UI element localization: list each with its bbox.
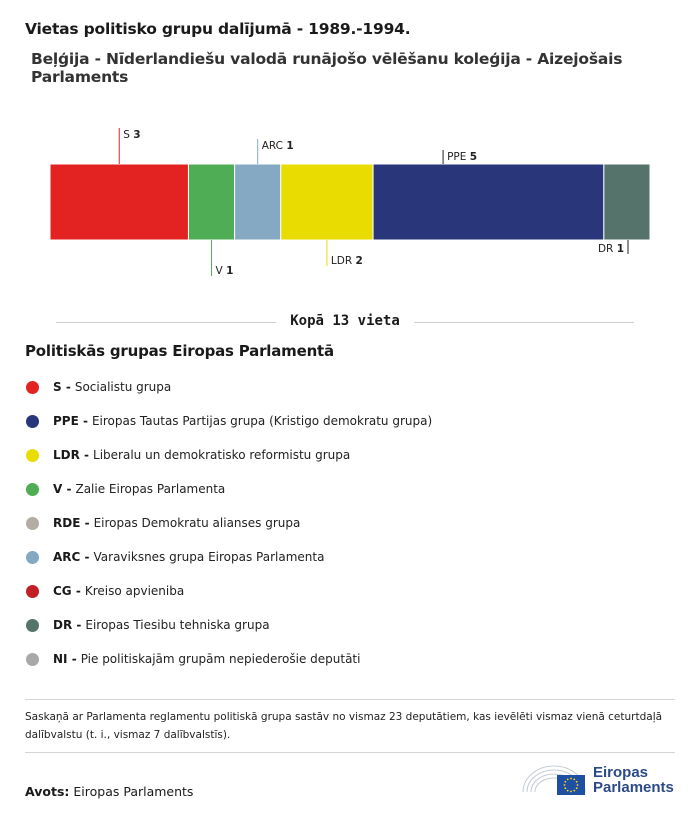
- legend-item-s: S - Socialistu grupa: [25, 370, 432, 404]
- legend-separator: -: [80, 550, 90, 564]
- bar-label-s: S 3: [123, 129, 140, 141]
- legend-separator: -: [79, 448, 90, 462]
- legend-separator: -: [67, 652, 77, 666]
- legend-dot-dr: [26, 618, 39, 632]
- legend-separator: -: [71, 584, 81, 598]
- chart-subtitle: Beļģija - Nīderlandiešu valodā runājošo …: [31, 50, 623, 86]
- legend-name-v: Zalie Eiropas Parlamenta: [75, 482, 226, 496]
- legend-dot-ldr: [26, 448, 39, 462]
- legend-name-dr: Eiropas Tiesibu tehniska grupa: [85, 618, 270, 632]
- legend-item-arc: ARC - Varaviksnes grupa Eiropas Parlament…: [25, 540, 432, 574]
- legend-code-arc: ARC: [53, 550, 81, 564]
- chart-title: Vietas politisko grupu dalījumā - 1989.-…: [25, 20, 411, 38]
- legend-code-ldr: LDR: [53, 448, 80, 462]
- bar-label-v: V 1: [216, 265, 234, 277]
- legend-name-ppe: Eiropas Tautas Partijas grupa (Kristigo …: [91, 414, 433, 428]
- seat-distribution-chart: S 3 V 1 ARC 1 LDR 2 PPE 5 DR 1: [49, 128, 651, 277]
- bar-segment-dr: [603, 163, 651, 241]
- bar-segment-v: [187, 163, 236, 241]
- legend: S - Socialistu grupa PPE - Eiropas Tautas P…: [25, 370, 432, 676]
- legend-title: Politiskās grupas Eiropas Parlamentā: [25, 342, 334, 360]
- legend-name-rde: Eiropas Demokratu alianses grupa: [93, 516, 301, 530]
- eu-flag-icon: [557, 775, 585, 795]
- bar-segment-arc: [234, 163, 282, 241]
- legend-code-ni: NI: [53, 652, 68, 666]
- legend-item-dr: DR - Eiropas Tiesibu tehniska grupa: [25, 608, 432, 642]
- legend-item-rde: RDE - Eiropas Demokratu alianses grupa: [25, 506, 432, 540]
- legend-item-ldr: LDR - Liberalu un demokratisko reformistu…: [25, 438, 432, 472]
- legend-separator: -: [80, 516, 90, 530]
- legend-name-ldr: Liberalu un demokratisko reformistu grup…: [93, 448, 351, 462]
- source-value: Eiropas Parlaments: [73, 784, 194, 799]
- footer-divider-top: [25, 699, 675, 700]
- legend-code-s: S: [53, 380, 62, 394]
- legend-dot-ni: [26, 652, 39, 666]
- total-seats-label: Kopā 13 vieta: [276, 313, 414, 329]
- source: Avots: Eiropas Parlaments: [25, 784, 193, 799]
- legend-code-v: V: [53, 482, 63, 496]
- legend-name-ni: Pie politiskajām grupām nepiederošie dep…: [80, 652, 361, 666]
- legend-code-ppe: PPE: [53, 414, 79, 428]
- bar-label-arc: ARC 1: [262, 140, 294, 152]
- legend-separator: -: [72, 618, 82, 632]
- legend-item-ppe: PPE - Eiropas Tautas Partijas grupa (Kris…: [25, 404, 432, 438]
- legend-separator: -: [62, 482, 72, 496]
- legend-item-v: V - Zalie Eiropas Parlamenta: [25, 472, 432, 506]
- legend-dot-arc: [26, 550, 39, 564]
- legend-dot-s: [26, 380, 39, 394]
- legend-dot-v: [26, 482, 39, 496]
- bar-segment-s: [49, 163, 189, 241]
- legend-code-dr: DR: [53, 618, 73, 632]
- legend-separator: -: [61, 380, 71, 394]
- legend-code-cg: CG: [53, 584, 72, 598]
- legend-code-rde: RDE: [53, 516, 81, 530]
- total-seats: Kopā 13 vieta: [56, 313, 634, 333]
- logo-line-2: Parlaments: [593, 779, 674, 796]
- ep-logo: Eiropas Parlaments: [521, 762, 674, 798]
- bar-label-ldr: LDR 2: [331, 255, 363, 267]
- bar-segment-ldr: [280, 163, 374, 241]
- footnote: Saskaņā ar Parlamenta reglamentu politis…: [25, 711, 663, 741]
- legend-item-ni: NI - Pie politiskajām grupām nepiederošie…: [25, 642, 432, 676]
- logo-line-1: Eiropas: [593, 764, 649, 781]
- source-label: Avots:: [25, 784, 70, 799]
- legend-item-cg: CG - Kreiso apvieniba: [25, 574, 432, 608]
- legend-dot-cg: [26, 584, 39, 598]
- legend-name-arc: Varaviksnes grupa Eiropas Parlamenta: [93, 550, 325, 564]
- legend-dot-ppe: [26, 414, 39, 428]
- parliament-hemicycle-icon: [522, 765, 586, 795]
- bar-label-ppe: PPE 5: [447, 151, 477, 163]
- legend-dot-rde: [26, 516, 39, 530]
- legend-separator: -: [78, 414, 88, 428]
- legend-name-s: Socialistu grupa: [74, 380, 172, 394]
- footer-divider-bottom: [25, 752, 675, 753]
- logo-text: Eiropas Parlaments: [593, 765, 674, 795]
- legend-name-cg: Kreiso apvieniba: [84, 584, 185, 598]
- bar-label-dr: DR 1: [598, 243, 624, 255]
- bar-segment-ppe: [372, 163, 605, 241]
